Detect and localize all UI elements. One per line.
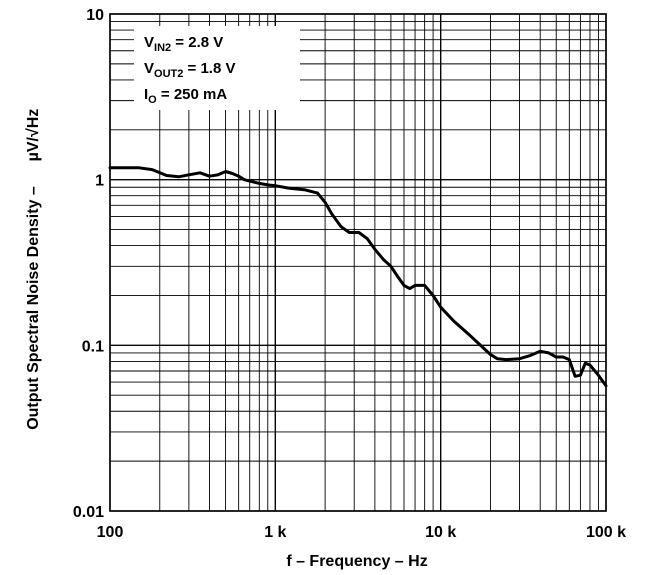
x-tick-label: 100 k	[586, 524, 626, 541]
x-tick-label: 100	[97, 524, 124, 541]
tick-labels: 100 1 k 10 k 100 k 0.01 0.1 1 10	[73, 7, 626, 541]
y-tick-label: 0.01	[73, 504, 104, 521]
annotation-background	[134, 26, 300, 110]
x-axis-title: f – Frequency – Hz	[286, 553, 427, 570]
annotation-io: IO = 250 mA	[144, 86, 227, 106]
annotation-vin2: VIN2 = 2.8 V	[144, 34, 223, 54]
y-tick-label: 10	[86, 7, 104, 24]
noise-density-line	[108, 166, 608, 388]
series-layer	[108, 166, 608, 388]
plot-frame	[109, 13, 607, 512]
y-tick-label: 1	[95, 173, 104, 190]
y-axis-title: Output Spectral Noise Density – µV/√Hz	[25, 109, 42, 430]
y-tick-label: 0.1	[82, 338, 104, 355]
x-tick-label: 10 k	[425, 524, 456, 541]
y-axis-title-unit: µV/√Hz	[25, 109, 42, 162]
annotation-vout2: VOUT2 = 1.8 V	[144, 60, 235, 80]
y-axis-title-main: Output Spectral Noise Density –	[25, 186, 42, 430]
x-tick-label: 1 k	[264, 524, 286, 541]
annotation-box: VIN2 = 2.8 V VOUT2 = 1.8 V IO = 250 mA	[134, 26, 300, 110]
